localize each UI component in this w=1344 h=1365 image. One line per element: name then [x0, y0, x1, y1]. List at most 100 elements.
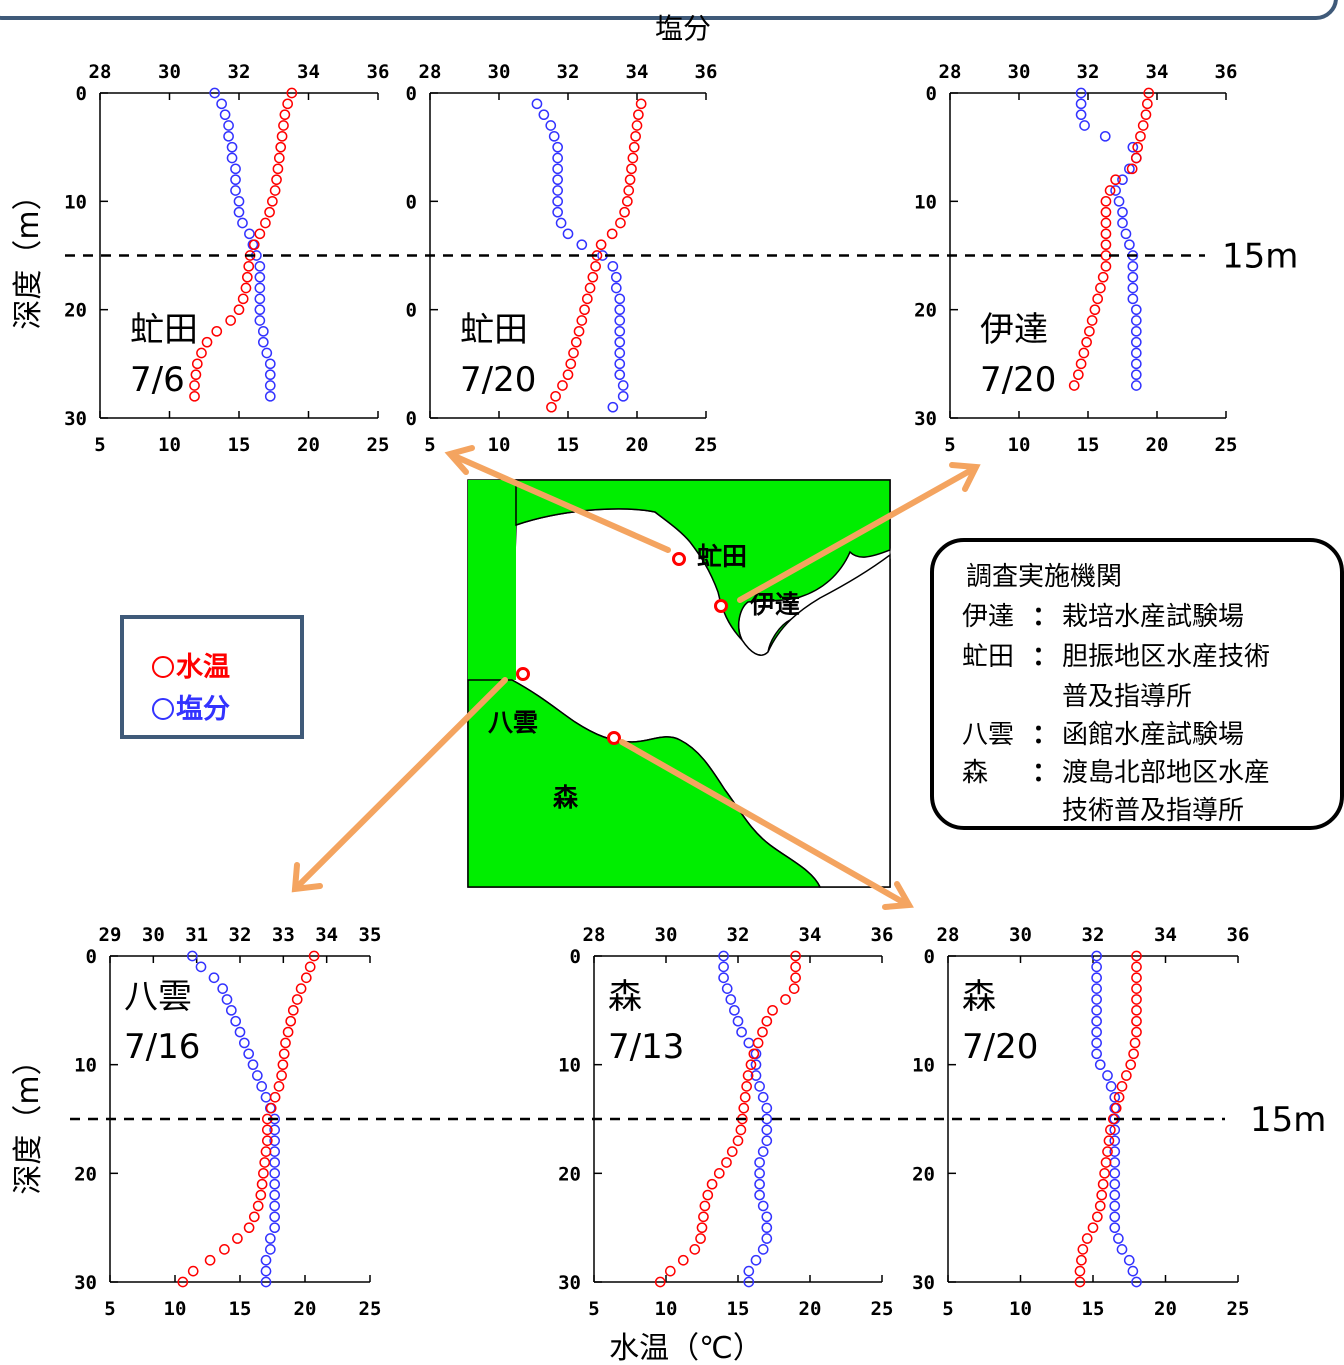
temperature-point	[268, 197, 277, 206]
salinity-point	[615, 327, 624, 336]
map-label-yakumo: 八雲	[488, 708, 538, 737]
salinity-point	[1092, 984, 1101, 993]
sal-tick-label: 34	[315, 924, 338, 946]
temperature-point	[637, 99, 646, 108]
sal-tick-label: 36	[695, 61, 718, 83]
depth-tick-label: 10	[64, 191, 87, 213]
salinity-point	[619, 381, 628, 390]
salinity-point	[755, 1169, 764, 1178]
temperature-point	[572, 338, 581, 347]
salinity-point	[726, 995, 735, 1004]
temperature-point	[1117, 1082, 1126, 1091]
temperature-point	[715, 1169, 724, 1178]
depth-tick-label: 30	[914, 408, 937, 430]
temperature-point	[234, 305, 243, 314]
sal-tick-label: 30	[488, 61, 511, 83]
salinity-point	[1132, 348, 1141, 357]
salinity-point	[266, 370, 275, 379]
salinity-point	[240, 1038, 249, 1047]
temp-tick-label: 25	[1227, 1298, 1250, 1320]
reference-label-bottom: 15m	[1250, 1100, 1326, 1140]
station-label: 虻田	[460, 310, 528, 350]
depth-tick-label: 10	[74, 1055, 97, 1077]
temperature-point	[258, 1180, 267, 1189]
temperature-point	[1101, 1158, 1110, 1167]
legend-label-sal: 塩分	[176, 694, 230, 725]
date-label: 7/20	[962, 1027, 1038, 1067]
temperature-point	[1132, 995, 1141, 1004]
date-label: 7/20	[980, 360, 1056, 400]
org-value: 胆振地区水産技術	[1062, 642, 1270, 672]
salinity-point	[612, 273, 621, 282]
temperature-point	[697, 1223, 706, 1232]
salinity-point	[755, 1190, 764, 1199]
temperature-point	[1093, 1212, 1102, 1221]
depth-tick-label: 20	[912, 1163, 935, 1185]
salinity-point	[257, 1082, 266, 1091]
temperature-point	[569, 348, 578, 357]
salinity-point	[759, 1245, 768, 1254]
sal-tick-label: 32	[1077, 61, 1100, 83]
temperature-point	[700, 1201, 709, 1210]
org-row-date: 伊達：栽培水産試験場	[962, 596, 1244, 633]
depth-tick-label: 0	[406, 408, 417, 430]
org-colon: ：	[1032, 596, 1062, 633]
reference-label-top: 15m	[1222, 237, 1298, 277]
sal-tick-label: 28	[89, 61, 112, 83]
temperature-point	[1101, 240, 1110, 249]
salinity-point	[719, 962, 728, 971]
sal-tick-label: 30	[1008, 61, 1031, 83]
salinity-point	[221, 110, 230, 119]
salinity-point	[1092, 1038, 1101, 1047]
salinity-point	[615, 338, 624, 347]
temperature-point	[280, 1049, 289, 1058]
temperature-point	[628, 153, 637, 162]
temperature-point	[703, 1190, 712, 1199]
sal-tick-label: 32	[557, 61, 580, 83]
sal-tick-label: 29	[99, 924, 122, 946]
salinity-point	[615, 370, 624, 379]
org-row-yakumo: 八雲 ：函館水産試験場	[962, 714, 1244, 751]
org-name: 虻田	[962, 636, 1032, 673]
salinity-point	[762, 1223, 771, 1232]
salinity-point	[615, 305, 624, 314]
sal-tick-label: 32	[727, 924, 750, 946]
salinity-point	[1107, 1082, 1116, 1091]
temperature-point	[699, 1212, 708, 1221]
temperature-point	[1130, 1038, 1139, 1047]
salinity-point	[231, 186, 240, 195]
sal-tick-label: 30	[1009, 924, 1032, 946]
salinity-point	[255, 283, 264, 292]
temperature-point	[1101, 262, 1110, 271]
salinity-point	[1121, 229, 1130, 238]
station-label: 八雲	[124, 977, 192, 1017]
salinity-point	[1110, 1158, 1119, 1167]
temperature-point	[742, 1082, 751, 1091]
temp-tick-label: 25	[695, 434, 718, 456]
legend-marker-temp	[152, 656, 174, 678]
temperature-point	[1075, 1267, 1084, 1276]
legend-marker-sal	[152, 698, 174, 720]
temperature-point	[212, 327, 221, 336]
salinity-point	[563, 229, 572, 238]
temperature-point	[597, 240, 606, 249]
temperature-point	[261, 1147, 270, 1156]
salinity-point	[262, 348, 271, 357]
temperature-point	[1126, 1060, 1135, 1069]
temperature-point	[666, 1267, 675, 1276]
date-label: 7/6	[130, 360, 185, 400]
salinity-point	[759, 1147, 768, 1156]
temperature-point	[627, 164, 636, 173]
salinity-point	[532, 99, 541, 108]
temperature-point	[1077, 1256, 1086, 1265]
sal-tick-label: 30	[655, 924, 678, 946]
salinity-point	[231, 1017, 240, 1026]
salinity-point	[255, 262, 264, 271]
depth-tick-label: 10	[558, 1055, 581, 1077]
temperature-point	[1099, 273, 1108, 282]
salinity-point	[234, 197, 243, 206]
salinity-point	[1132, 338, 1141, 347]
temp-tick-label: 10	[164, 1298, 187, 1320]
depth-tick-label: 10	[914, 191, 937, 213]
temp-tick-label: 10	[655, 1298, 678, 1320]
